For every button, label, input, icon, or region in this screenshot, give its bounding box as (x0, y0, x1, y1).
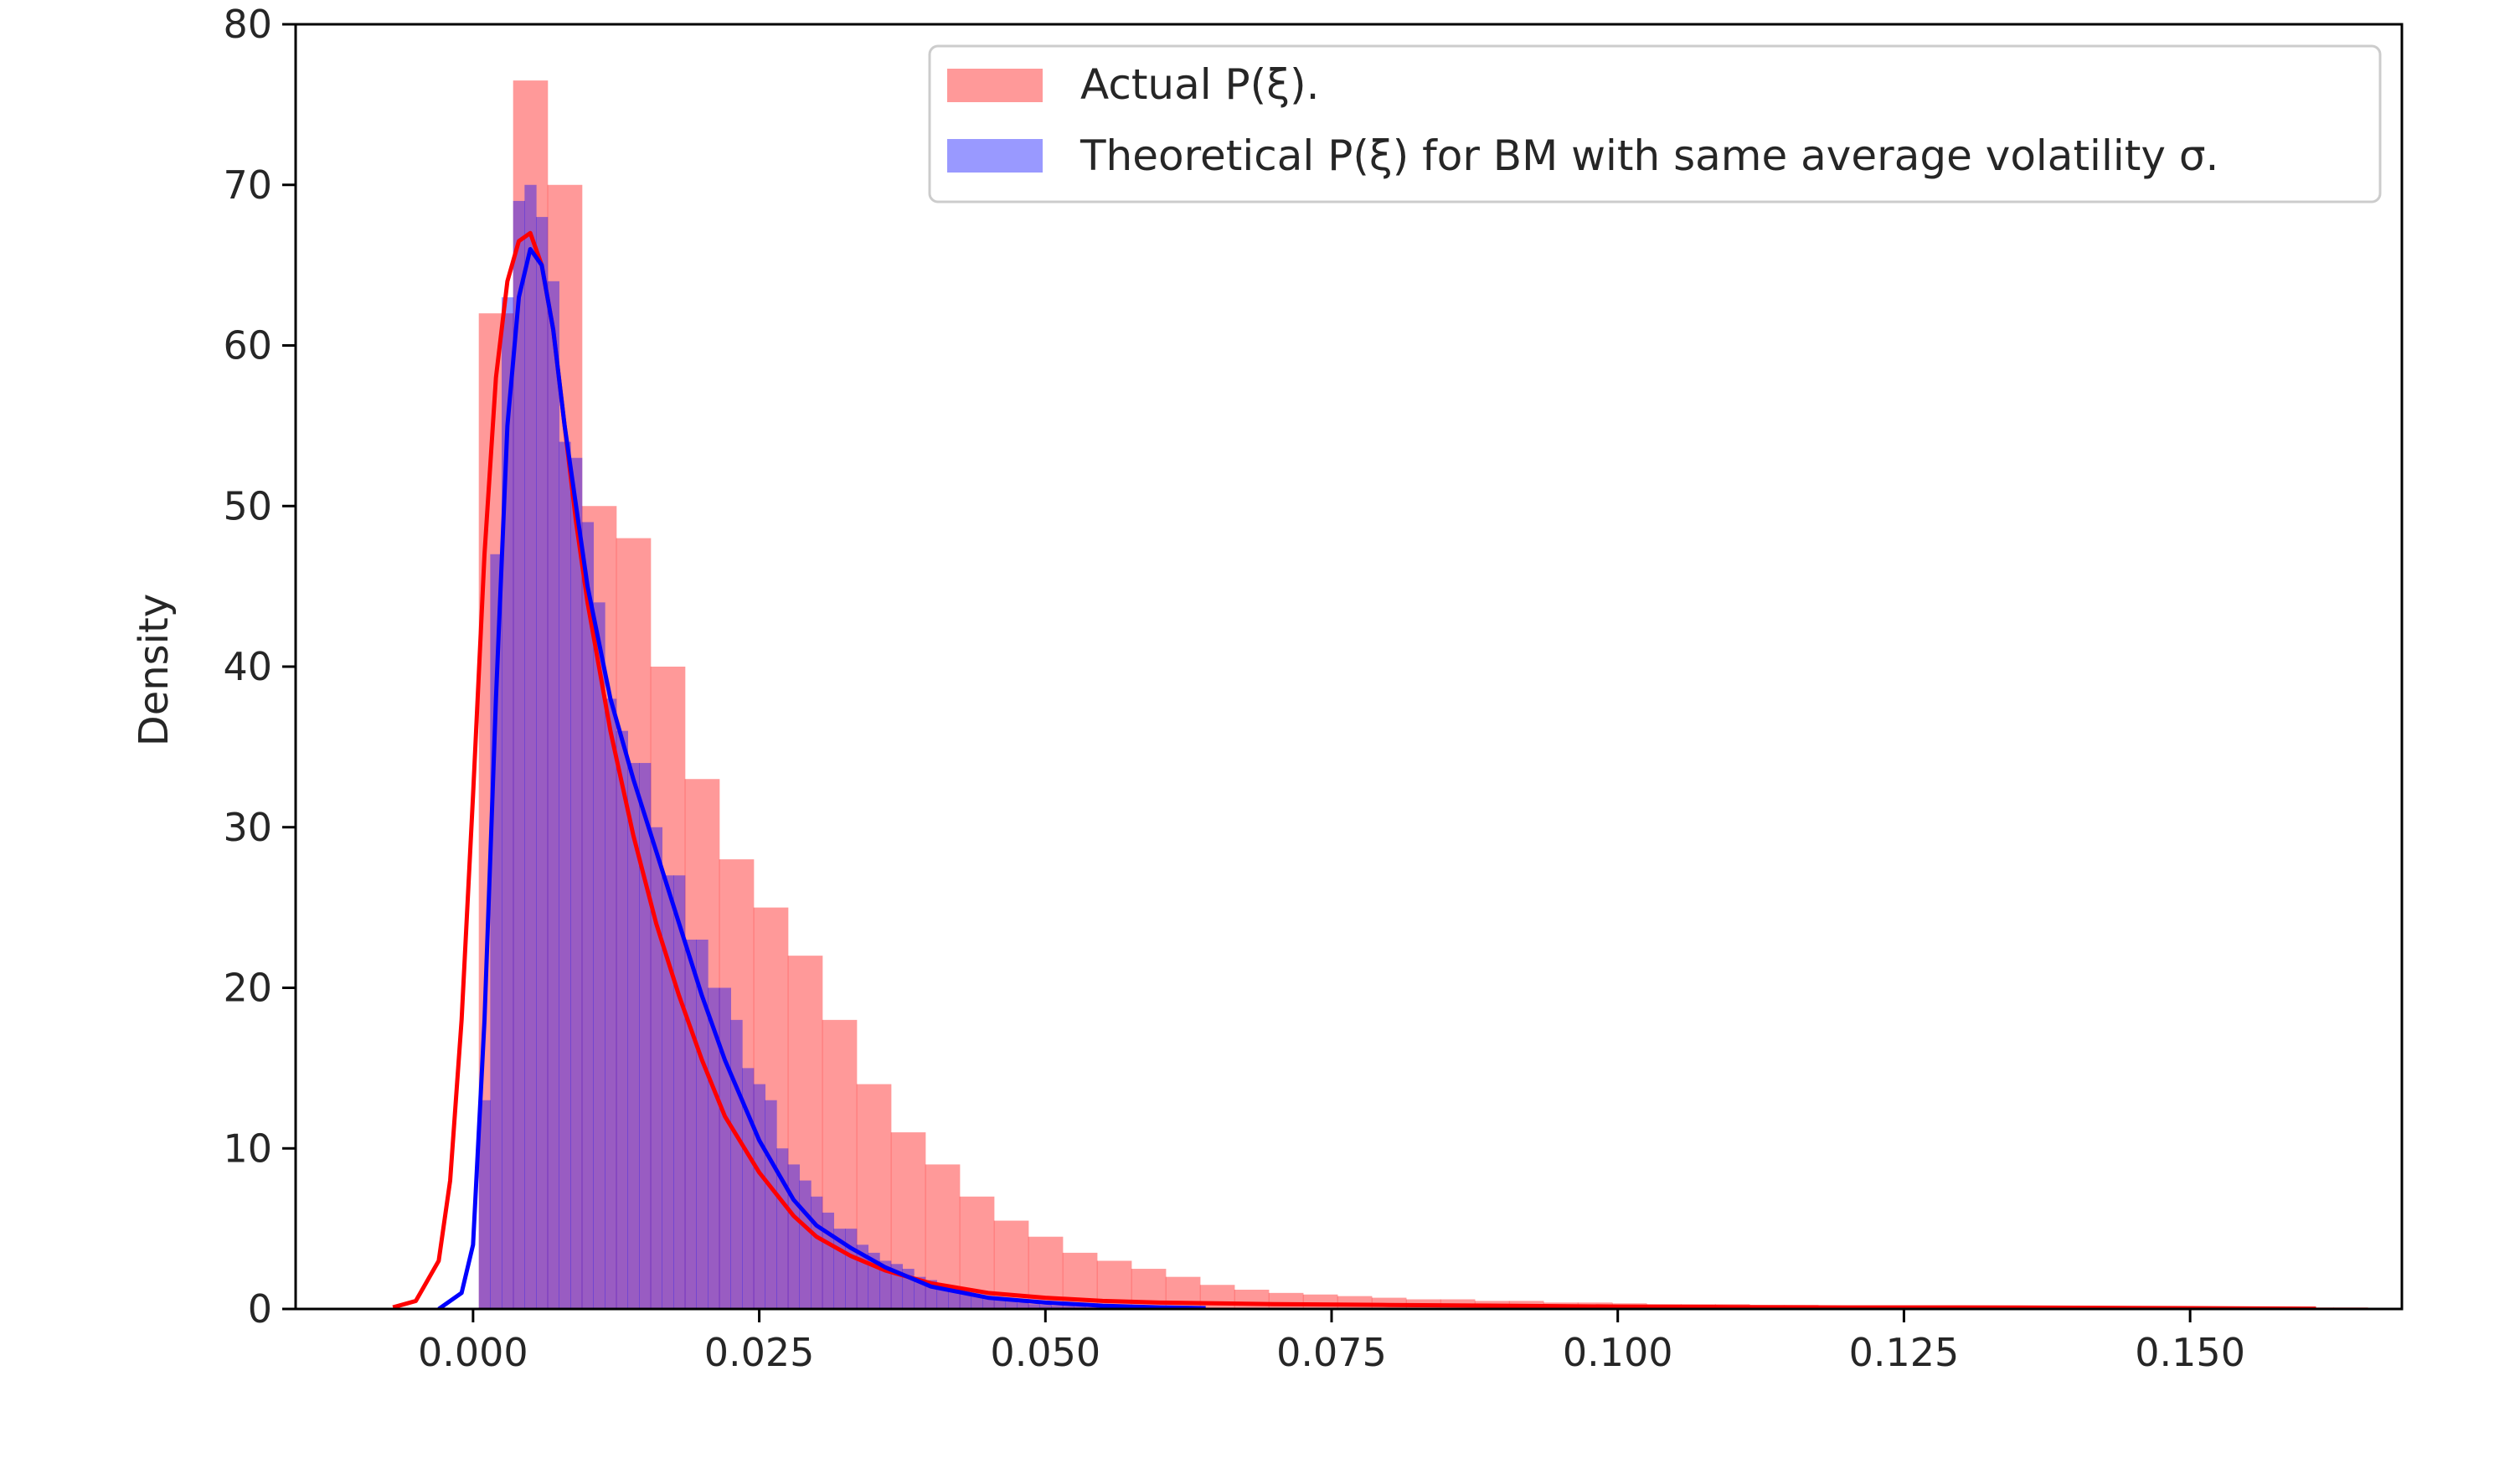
y-tick-label: 10 (223, 1126, 272, 1171)
hist-bar-actual (684, 779, 720, 1309)
hist-bar-actual (787, 956, 823, 1309)
hist-bar-theoretical (1051, 1306, 1064, 1309)
y-tick-label: 50 (223, 483, 272, 528)
x-tick-label: 0.125 (1849, 1330, 1960, 1375)
x-tick-label: 0.000 (418, 1330, 528, 1375)
hist-bar-theoretical (684, 939, 697, 1309)
hist-bar-actual (1302, 1294, 1338, 1309)
hist-bar-theoretical (696, 939, 709, 1309)
hist-bar-actual (616, 538, 652, 1309)
hist-bar-theoretical (845, 1229, 858, 1309)
y-tick-label: 40 (223, 644, 272, 689)
hist-bar-theoretical (993, 1299, 1007, 1309)
hist-bar-theoretical (1039, 1305, 1052, 1309)
hist-bar-actual (1268, 1292, 1304, 1309)
hist-bar-theoretical (708, 987, 720, 1309)
hist-bar-theoretical (730, 1019, 743, 1309)
legend-swatch-theoretical (947, 139, 1043, 173)
hist-bar-actual (650, 667, 686, 1309)
y-axis-label: Density (131, 594, 178, 746)
hist-bar-theoretical (799, 1180, 812, 1309)
hist-bar-theoretical (650, 827, 662, 1309)
legend-box (928, 44, 2382, 204)
hist-bar-theoretical (1005, 1301, 1018, 1309)
legend: Actual P(ξ). Theoretical P(ξ) for BM wit… (928, 44, 2382, 204)
hist-bar-theoretical (581, 522, 594, 1309)
hist-bar-theoretical (753, 1084, 766, 1309)
kde-line-theoretical (437, 246, 1206, 1309)
x-tick-label: 0.075 (1276, 1330, 1387, 1375)
y-tick-label: 20 (223, 966, 272, 1011)
hist-bar-theoretical (1028, 1304, 1041, 1309)
hist-bar-theoretical (547, 281, 559, 1309)
hist-bar-theoretical (605, 698, 617, 1309)
hist-bar-theoretical (536, 217, 549, 1309)
hist-bar-actual (478, 313, 514, 1309)
hist-bar-theoretical (593, 602, 605, 1309)
hist-bar-theoretical (478, 1100, 491, 1309)
legend-entry-theoretical: Theoretical P(ξ) for BM with same averag… (1080, 131, 2218, 180)
y-tick-label: 80 (223, 2, 272, 47)
hist-bar-theoretical (639, 763, 652, 1309)
hist-bar-actual (547, 184, 583, 1309)
hist-bar-theoretical (559, 441, 571, 1309)
hist-bar-theoretical (719, 987, 731, 1309)
hist-bar-theoretical (513, 200, 525, 1309)
hist-bar-theoretical (524, 184, 537, 1309)
hist-bar-theoretical (787, 1164, 801, 1309)
hist-bar-theoretical (765, 1100, 777, 1309)
hist-bar-actual (753, 907, 789, 1309)
x-tick-label: 0.150 (2135, 1330, 2245, 1375)
hist-bar-theoretical (662, 875, 674, 1309)
hist-bar-theoretical (502, 296, 514, 1309)
hist-bar-theoretical (959, 1292, 972, 1309)
hist-bar-theoretical (570, 457, 583, 1309)
x-tick-label: 0.025 (704, 1330, 815, 1375)
hist-bar-theoretical (948, 1289, 961, 1309)
y-tick-label: 60 (223, 323, 272, 368)
hist-bar-theoretical (1062, 1306, 1075, 1309)
legend-swatch-actual (947, 69, 1043, 102)
hist-bar-theoretical (811, 1196, 823, 1309)
kde-line-actual (392, 230, 2316, 1309)
hist-bar-actual (822, 1019, 858, 1309)
x-axis: 0.000 0.025 0.050 0.075 0.100 0.125 0.150 (418, 1309, 2245, 1375)
hist-bar-theoretical (971, 1296, 983, 1309)
y-tick-label: 30 (223, 805, 272, 850)
hist-bar-theoretical (627, 763, 640, 1309)
y-axis: 0 10 20 30 40 50 60 70 80 (223, 2, 296, 1332)
kde-curves (392, 230, 2316, 1309)
x-tick-label: 0.100 (1563, 1330, 1673, 1375)
legend-entry-actual: Actual P(ξ). (1080, 60, 1319, 109)
hist-bar-theoretical (742, 1068, 755, 1309)
y-tick-label: 0 (248, 1286, 272, 1332)
hist-bar-theoretical (822, 1212, 835, 1309)
y-tick-label: 70 (223, 162, 272, 208)
hist-bar-theoretical (982, 1297, 995, 1309)
hist-bar-theoretical (1017, 1302, 1029, 1309)
hist-bar-actual (513, 80, 549, 1309)
x-tick-label: 0.050 (990, 1330, 1100, 1375)
hist-bar-theoretical (616, 730, 628, 1309)
